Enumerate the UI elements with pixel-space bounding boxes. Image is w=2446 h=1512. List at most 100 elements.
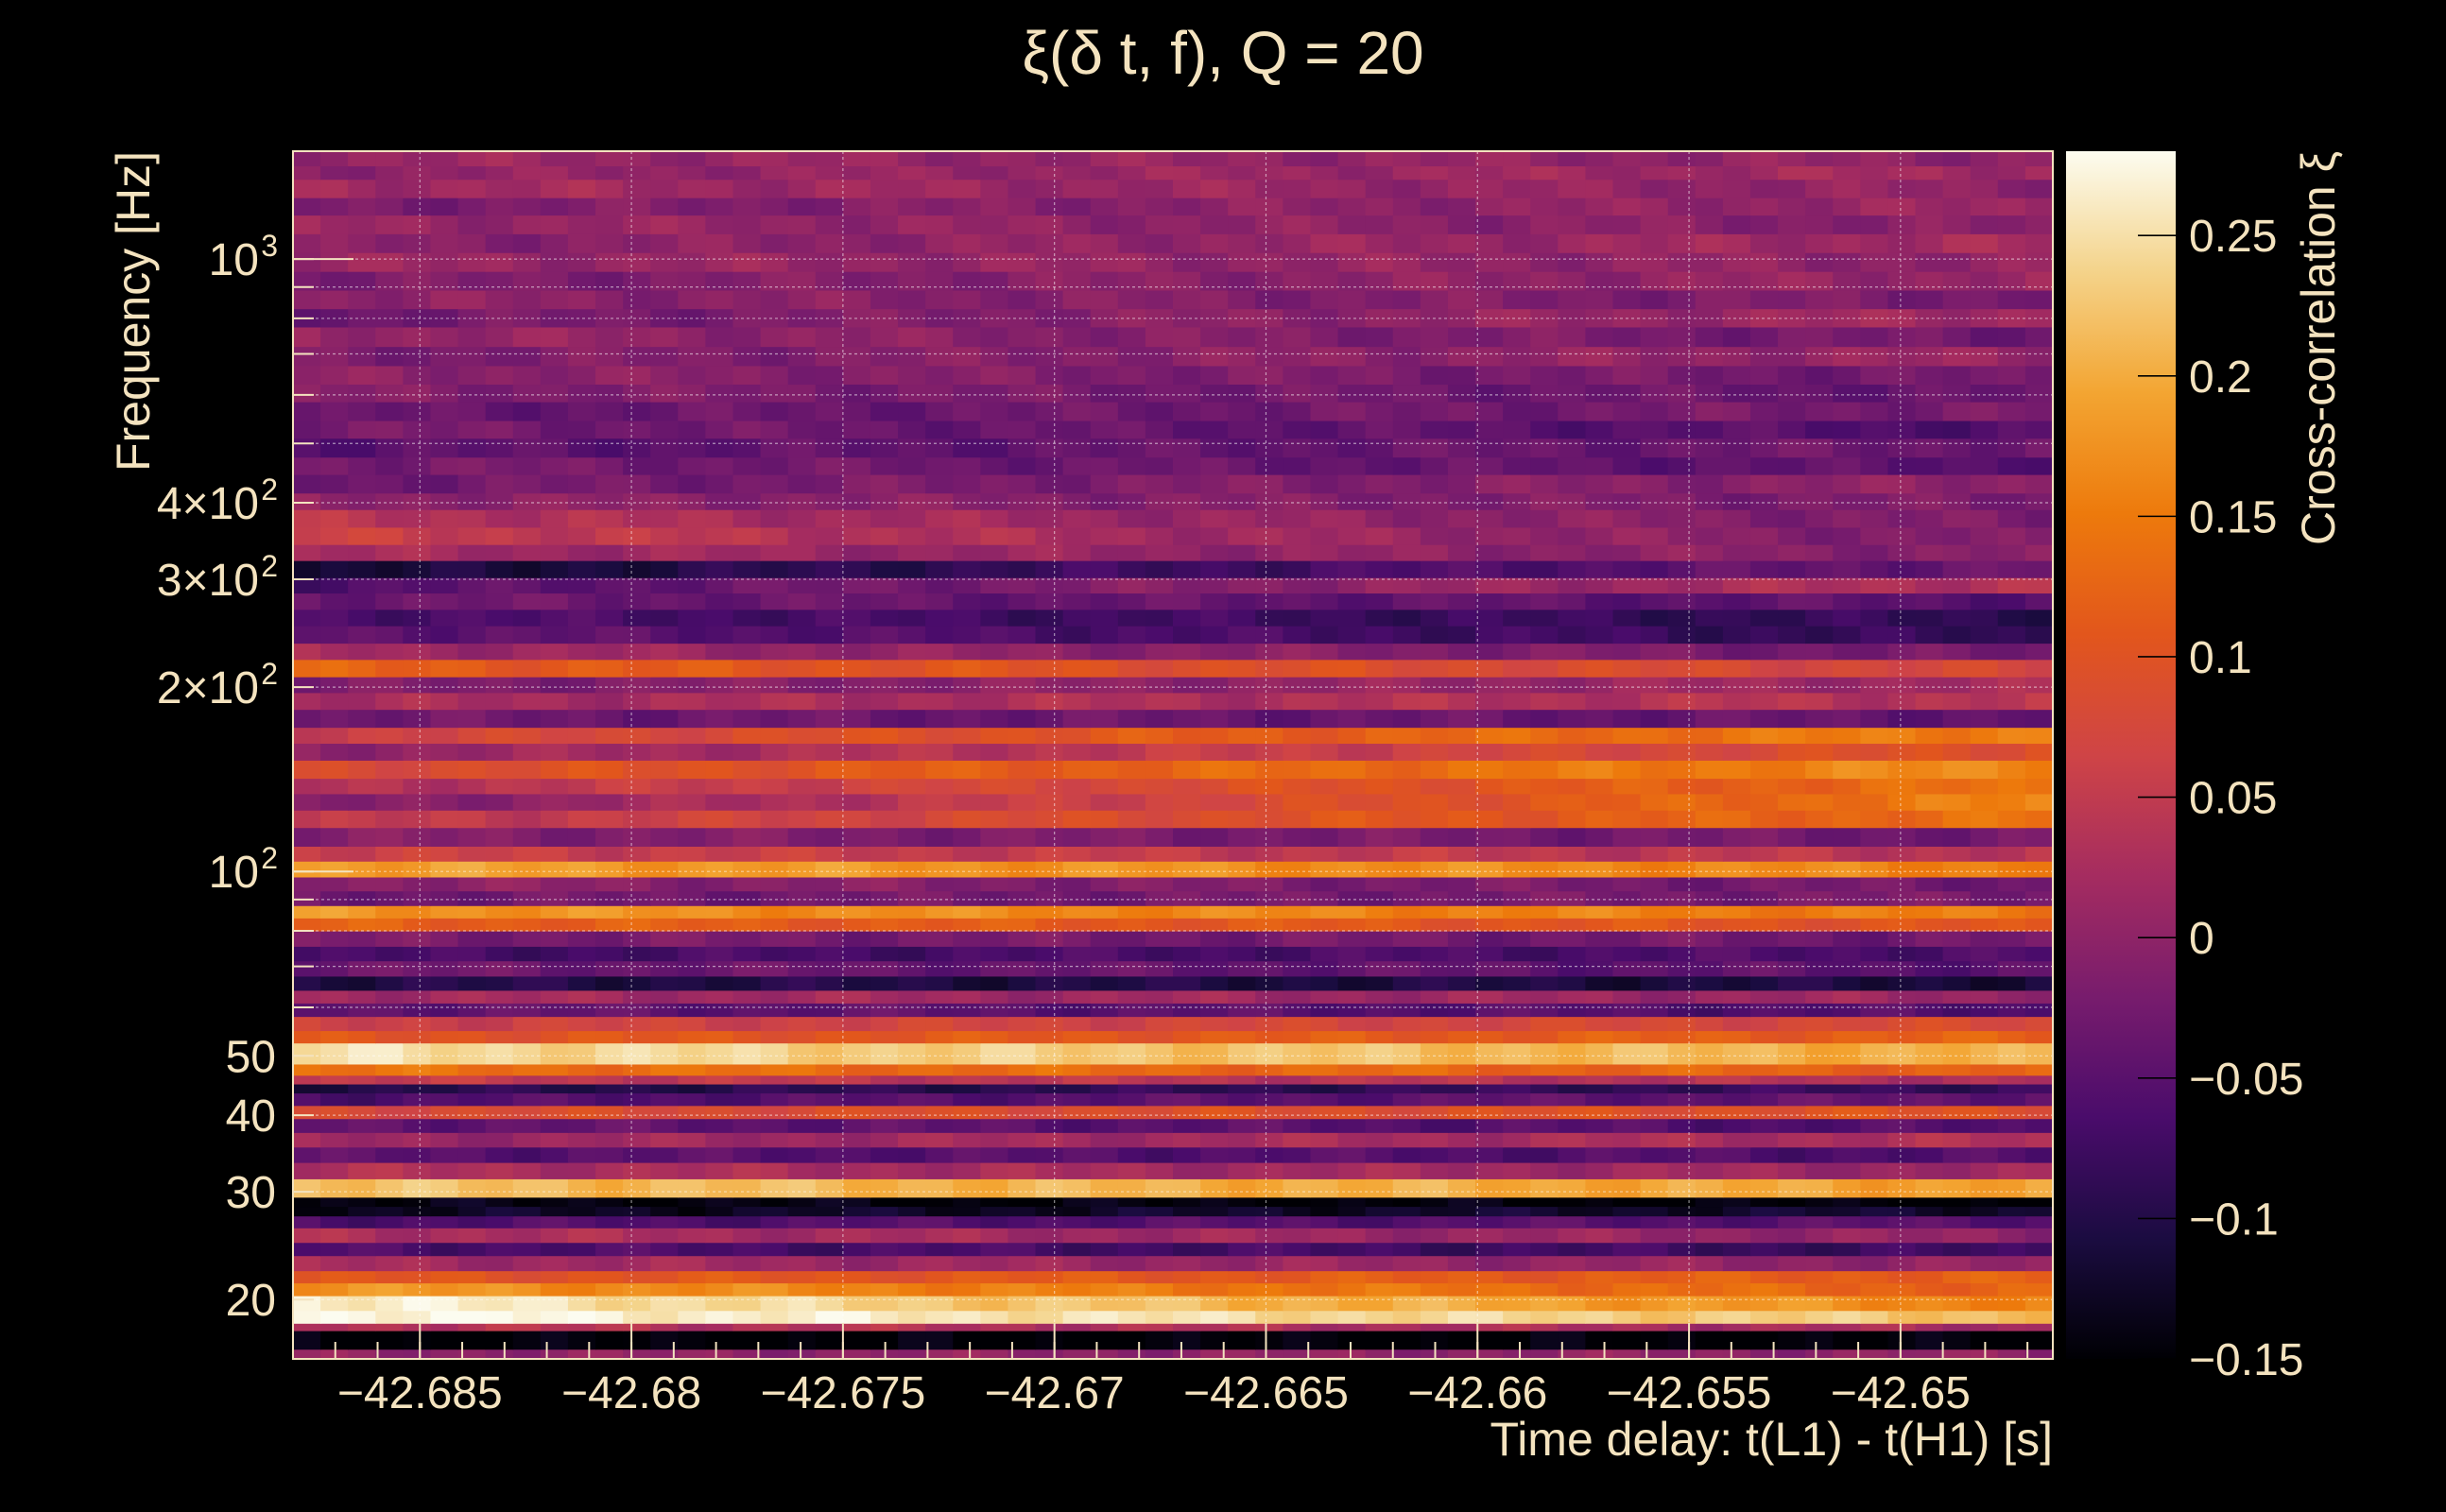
heatmap-cell [678,1105,706,1120]
heatmap-cell [870,233,899,253]
heatmap-cell [1887,1132,1917,1148]
heatmap-cell [1860,1042,1889,1065]
heatmap-cell [1062,861,1092,878]
heatmap-cell [1997,626,2026,644]
heatmap-cell [1420,233,1449,253]
heatmap-cell [348,1118,376,1133]
heatmap-cell [787,1323,817,1332]
heatmap-cell [1173,577,1201,594]
heatmap-cell [1420,438,1449,458]
heatmap-cell [567,1196,596,1208]
heatmap-cell [787,890,817,906]
heatmap-cell [815,1105,844,1120]
heatmap-cell [540,1178,569,1198]
heatmap-cell [1749,402,1779,421]
heatmap-cell [1612,365,1642,386]
heatmap-cell [815,346,844,367]
heatmap-cell [375,861,404,878]
heatmap-cell [1612,643,1642,661]
heatmap-cell [1200,526,1229,545]
heatmap-cell [1667,560,1697,578]
heatmap-cell [1200,1178,1229,1198]
heatmap-cell [925,743,954,761]
heatmap-cell [1008,659,1037,678]
heatmap-cell [1942,1132,1972,1148]
heatmap-cell [375,1215,404,1228]
heatmap-cell [1805,492,1834,510]
heatmap-cell [705,1003,734,1018]
heatmap-cell [1062,1074,1092,1085]
heatmap-cell [1749,1323,1779,1332]
heatmap-cell [430,905,459,919]
heatmap-cell [485,384,514,403]
heatmap-cell [678,1323,706,1332]
heatmap-cell [898,456,926,475]
heatmap-cell [623,474,651,494]
heatmap-cell [1008,346,1037,367]
heatmap-cell [1283,1206,1312,1217]
heatmap-cell [457,1310,487,1324]
heatmap-cell [1915,918,1944,932]
heatmap-cell [1640,861,1669,878]
heatmap-cell [375,1270,404,1284]
heatmap-cell [1228,861,1256,878]
heatmap-cell [1310,989,1339,1004]
heatmap-cell [650,743,679,761]
heatmap-cell [1173,1196,1201,1208]
heatmap-cell [485,677,514,694]
heatmap-cell [1860,793,1889,811]
heatmap-cell [650,1206,679,1217]
heatmap-cell [1503,1178,1531,1198]
heatmap-cell [1640,1016,1669,1032]
heatmap-cell [1200,989,1229,1004]
heatmap-cell [1722,1178,1751,1198]
heatmap-cell [1283,420,1312,439]
heatmap-cell [1090,420,1119,439]
heatmap-cell [1503,760,1531,780]
heatmap-cell [870,365,899,386]
heatmap-cell [1283,271,1312,291]
heatmap-cell [595,271,624,291]
heatmap-cell [1310,233,1339,253]
heatmap-cell [705,252,734,272]
heatmap-cell [1145,456,1174,475]
heatmap-cell [898,975,926,991]
heatmap-cell [1833,1242,1861,1257]
heatmap-cell [1200,1310,1229,1324]
heatmap-cell [815,677,844,694]
heatmap-cell [1970,1146,1999,1163]
heatmap-cell [1778,544,1806,561]
heatmap-cell [760,384,789,403]
heatmap-cell [1722,659,1751,678]
heatmap-cell [705,861,734,878]
heatmap-cell [375,560,404,578]
heatmap-cell [1503,1330,1531,1350]
heatmap-cell [1970,609,1999,627]
heatmap-cell [1035,1118,1064,1133]
heatmap-cell [512,890,542,906]
heatmap-cell [1833,593,1861,610]
heatmap-cell [1365,692,1394,711]
heatmap-cell [980,271,1009,291]
heatmap-cell [1722,560,1751,578]
heatmap-cell [293,593,321,610]
heatmap-cell [1833,1255,1861,1272]
heatmap-cell [595,1003,624,1018]
heatmap-cell [787,1162,817,1179]
heatmap-cell [1942,810,1972,829]
heatmap-cell [348,946,376,962]
heatmap-cell [980,1162,1009,1179]
heatmap-cell [485,402,514,421]
heatmap-cell [1392,861,1421,878]
heatmap-cell [1062,384,1092,403]
heatmap-cell [1310,677,1339,694]
heatmap-cell [980,384,1009,403]
heatmap-cell [430,1242,459,1257]
heatmap-cell [1805,975,1834,991]
heatmap-cell [1695,402,1724,421]
heatmap-cell [1145,492,1174,510]
heatmap-cell [1778,233,1806,253]
heatmap-cell [1337,946,1367,962]
heatmap-cell [348,1296,376,1312]
heatmap-cell [1337,1162,1367,1179]
